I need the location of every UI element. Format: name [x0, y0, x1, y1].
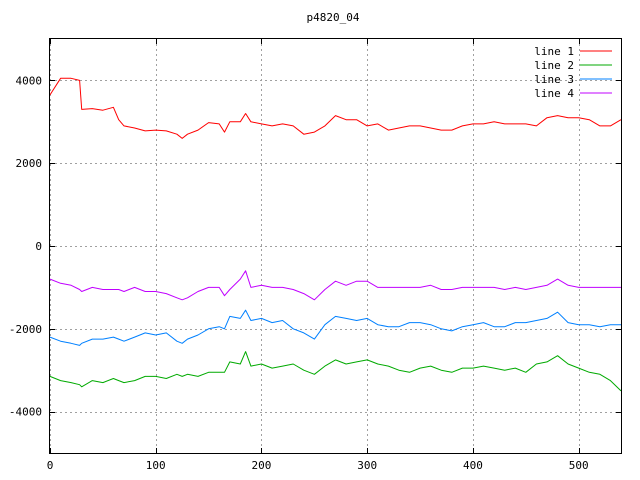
series-line-3	[49, 309, 621, 346]
y-tick-label: 0	[35, 240, 42, 253]
series-line-1	[49, 77, 622, 139]
x-tick-label: 500	[569, 459, 589, 472]
x-tick-label: 100	[146, 459, 166, 472]
grid-layer	[50, 39, 621, 453]
y-tick-label: -4000	[9, 406, 42, 419]
x-tick-label: 200	[252, 459, 272, 472]
legend-label-3: line 3	[534, 73, 574, 86]
y-tick-label: 4000	[16, 74, 43, 87]
series-line-2	[49, 351, 622, 392]
x-tick-label: 0	[47, 459, 54, 472]
chart-title: p4820_04	[307, 11, 360, 24]
series-layer	[49, 77, 622, 392]
series-line-4	[49, 270, 621, 301]
x-tick-label: 300	[357, 459, 377, 472]
legend-label-2: line 2	[534, 59, 574, 72]
x-tick-label: 400	[463, 459, 483, 472]
y-tick-label: 2000	[16, 157, 43, 170]
tick-layer: 0 100 200 300 400 500 -4000 -2000 0 2000 4000	[9, 39, 621, 472]
legend-label-4: line 4	[534, 87, 574, 100]
legend-label-1: line 1	[534, 45, 574, 58]
y-tick-label: -2000	[9, 323, 42, 336]
plot-frame	[49, 38, 622, 454]
